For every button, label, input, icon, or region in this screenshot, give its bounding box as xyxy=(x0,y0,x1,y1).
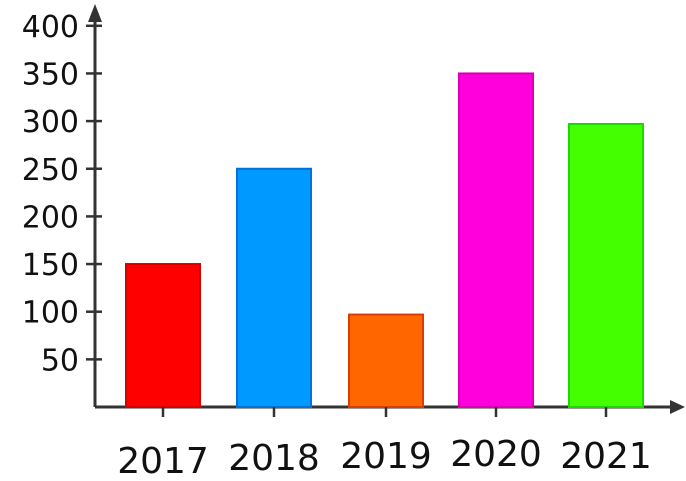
x-axis-arrow xyxy=(670,400,685,414)
y-tick-label: 50 xyxy=(41,343,79,378)
y-tick-label: 100 xyxy=(22,296,79,331)
bar-2017 xyxy=(125,263,201,408)
y-tick-label: 400 xyxy=(22,10,79,45)
y-tick-label: 250 xyxy=(22,153,79,188)
y-tick-label: 200 xyxy=(22,200,79,235)
x-tick-label: 2017 xyxy=(117,441,209,481)
y-tick-label: 150 xyxy=(22,248,79,283)
x-tick-labels: 2017 2018 2019 2020 2021 xyxy=(117,407,652,481)
x-tick-label: 2019 xyxy=(340,436,432,477)
bar-2018 xyxy=(236,167,312,408)
x-tick-label: 2021 xyxy=(560,436,652,477)
x-tick-label: 2018 xyxy=(228,438,320,479)
bars xyxy=(125,72,644,408)
x-tick-label: 2020 xyxy=(450,434,542,475)
y-axis-arrow xyxy=(88,4,102,22)
bar-2020 xyxy=(458,72,534,408)
bar-2021 xyxy=(568,122,644,408)
y-tick-label: 350 xyxy=(22,57,79,92)
y-ticks: 50 100 150 200 250 300 350 400 xyxy=(22,10,102,378)
bar-2019 xyxy=(348,313,424,408)
y-tick-label: 300 xyxy=(22,105,79,140)
